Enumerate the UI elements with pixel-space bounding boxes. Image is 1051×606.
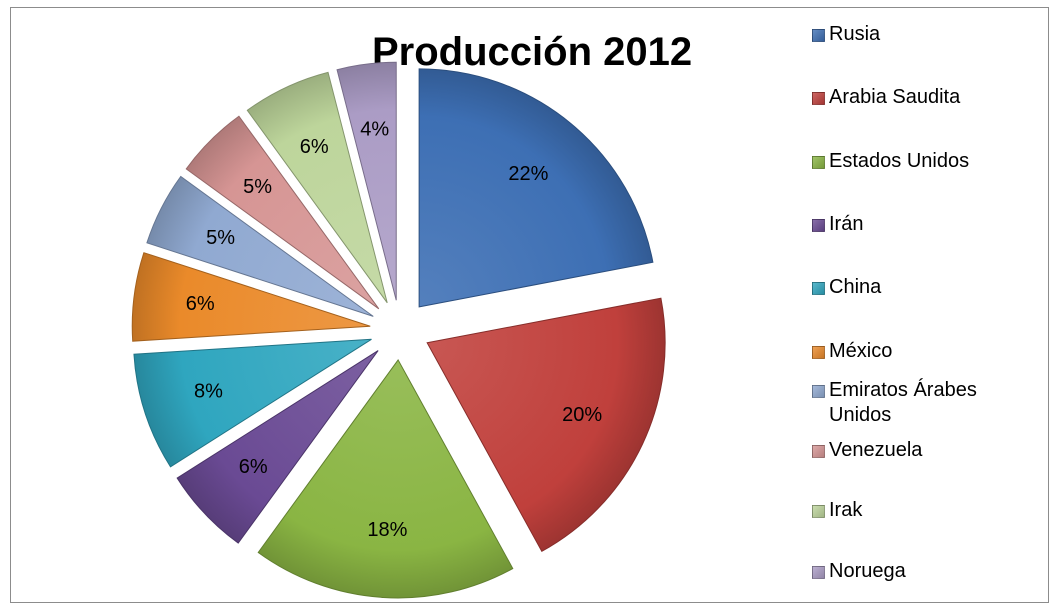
legend-swatch [812,282,825,295]
legend-item: Estados Unidos [812,149,1034,174]
legend-item: Rusia [812,22,1034,47]
legend-item: China [812,275,1034,300]
slice-data-label: 6% [300,136,329,158]
legend-swatch [812,346,825,359]
legend-item: México [812,339,1034,364]
legend-swatch [812,156,825,169]
pie-slice [336,61,397,301]
legend-swatch [812,92,825,105]
pie-slice [146,175,374,317]
legend-label: Irak [829,499,863,521]
legend-swatch [812,566,825,579]
legend-label: Noruega [829,560,906,582]
pie-slice [246,71,388,304]
legend-swatch [812,445,825,458]
pie-slice [257,359,514,599]
pie-slice [185,115,380,310]
legend-item: Arabia Saudita [812,85,1034,110]
chart-title: Producción 2012 [372,30,693,74]
legend-label: Irán [829,213,864,235]
legend-label: México [829,340,893,362]
legend-item: Venezuela [812,438,1034,463]
legend-label: China [829,276,882,298]
legend-label: Rusia [829,23,881,45]
legend-swatch [812,505,825,518]
legend-swatch [812,385,825,398]
slice-data-label: 4% [360,119,389,141]
legend-label: Arabia Saudita [829,86,961,108]
slice-data-label: 6% [239,456,268,478]
pie-slice [418,68,654,308]
legend-item: Irak [812,498,1034,523]
legend-item: Emiratos Árabes Unidos [812,378,1034,428]
pie-slice [176,350,379,544]
slice-data-label: 6% [186,293,215,315]
pie-slice [426,297,666,553]
slice-data-label: 5% [206,227,235,249]
legend-item: Noruega [812,559,1034,584]
legend-label: Estados Unidos [829,150,970,172]
legend-item: Irán [812,212,1034,237]
slice-data-label: 8% [194,381,223,403]
pie-slice [131,252,371,342]
legend-swatch [812,29,825,42]
slice-data-label: 18% [367,519,407,541]
slice-data-label: 20% [562,404,602,426]
pie-slice [133,338,372,468]
legend-label: Emiratos Árabes Unidos [829,379,977,426]
legend-swatch [812,219,825,232]
legend-label: Venezuela [829,439,923,461]
slice-data-label: 5% [243,176,272,198]
slice-data-label: 22% [508,163,548,185]
